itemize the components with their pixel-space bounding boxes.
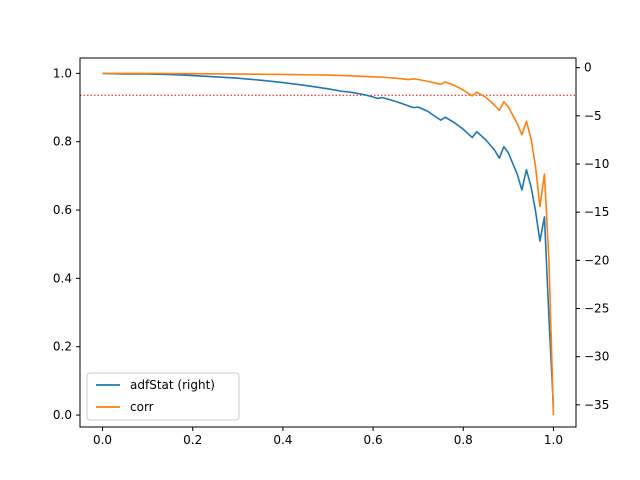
legend: adfStat (right) corr (86, 372, 240, 421)
x-tick-label: 0.2 (183, 433, 202, 447)
x-tick-label: 1.0 (544, 433, 563, 447)
legend-label-adfstat: adfStat (right) (130, 378, 215, 392)
plot-area-frame (79, 57, 577, 428)
x-tick-label: 0.6 (364, 433, 383, 447)
y-right-tick-label: 0 (584, 61, 592, 75)
legend-label-corr: corr (130, 400, 154, 414)
legend-box (86, 372, 240, 421)
y-right-tick-label: −30 (584, 350, 609, 364)
y-right-tick-label: −10 (584, 157, 609, 171)
x-axis: 0.0 0.2 0.4 0.6 0.8 1.0 (93, 427, 563, 447)
series-line-corr (102, 72, 555, 416)
y-left-tick-label: 0.0 (53, 408, 72, 422)
y-left-tick-label: 0.2 (53, 340, 72, 354)
y-right-tick-label: −35 (584, 398, 609, 412)
y-right-tick-label: −5 (584, 109, 602, 123)
y-left-tick-label: 0.4 (53, 271, 72, 285)
y-axis-left: 0.0 0.2 0.4 0.6 0.8 1.0 (53, 66, 80, 422)
x-tick-label: 0.4 (273, 433, 292, 447)
y-left-tick-label: 0.6 (53, 203, 72, 217)
y-axis-right: −35 −30 −25 −20 −15 −10 −5 0 (576, 61, 609, 412)
y-left-tick-label: 0.8 (53, 135, 72, 149)
y-right-tick-label: −20 (584, 253, 609, 267)
x-tick-label: 0.0 (93, 433, 112, 447)
y-left-tick-label: 1.0 (53, 66, 72, 80)
x-tick-label: 0.8 (454, 433, 473, 447)
plot-lines (80, 72, 576, 416)
series-line-adfstat (102, 72, 555, 408)
y-right-tick-label: −25 (584, 301, 609, 315)
y-right-tick-label: −15 (584, 205, 609, 219)
